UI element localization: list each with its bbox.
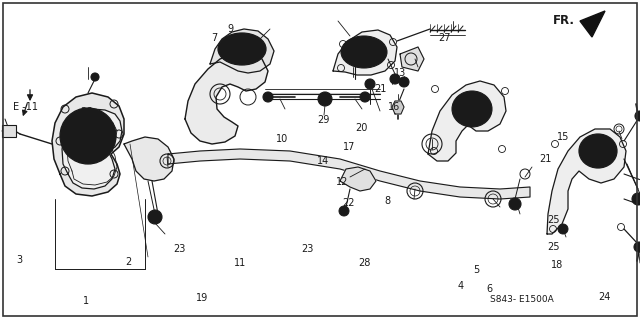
Circle shape xyxy=(60,108,116,164)
Circle shape xyxy=(390,74,400,84)
Polygon shape xyxy=(580,11,605,37)
Text: 7: 7 xyxy=(211,33,218,43)
Text: 9: 9 xyxy=(227,24,234,34)
Text: 20: 20 xyxy=(355,122,368,133)
Polygon shape xyxy=(52,93,124,196)
Text: 11: 11 xyxy=(234,258,246,268)
Circle shape xyxy=(82,130,94,142)
Text: S843- E1500A: S843- E1500A xyxy=(490,294,554,303)
Circle shape xyxy=(318,92,332,106)
Text: 12: 12 xyxy=(336,177,349,187)
Ellipse shape xyxy=(579,134,617,168)
Circle shape xyxy=(590,143,606,159)
Text: 17: 17 xyxy=(342,142,355,152)
Text: 5: 5 xyxy=(474,264,480,275)
Polygon shape xyxy=(185,52,268,144)
Circle shape xyxy=(148,210,162,224)
Polygon shape xyxy=(124,137,174,181)
Circle shape xyxy=(509,198,521,210)
Text: 15: 15 xyxy=(557,132,570,142)
Polygon shape xyxy=(333,30,397,75)
Text: 16: 16 xyxy=(387,102,400,112)
Polygon shape xyxy=(168,149,530,199)
Circle shape xyxy=(365,79,375,89)
Text: 29: 29 xyxy=(317,115,330,125)
Circle shape xyxy=(464,101,480,117)
Polygon shape xyxy=(400,47,424,71)
Text: 21: 21 xyxy=(540,154,552,165)
Circle shape xyxy=(634,242,640,252)
Polygon shape xyxy=(547,129,626,234)
Circle shape xyxy=(632,193,640,205)
Ellipse shape xyxy=(452,91,492,127)
Text: 19: 19 xyxy=(195,293,208,303)
Polygon shape xyxy=(340,167,376,191)
Text: 2: 2 xyxy=(125,256,131,267)
Polygon shape xyxy=(428,81,506,161)
Circle shape xyxy=(360,92,370,102)
Text: 8: 8 xyxy=(384,196,390,206)
Text: 10: 10 xyxy=(275,134,288,144)
Text: FR.: FR. xyxy=(553,14,575,27)
Text: 6: 6 xyxy=(486,284,493,294)
Circle shape xyxy=(635,111,640,121)
Text: 14: 14 xyxy=(317,156,330,166)
Circle shape xyxy=(558,224,568,234)
Polygon shape xyxy=(392,101,404,114)
Text: 4: 4 xyxy=(458,280,464,291)
Text: 18: 18 xyxy=(550,260,563,270)
Polygon shape xyxy=(62,109,122,189)
Text: 23: 23 xyxy=(173,244,186,254)
Text: 22: 22 xyxy=(342,197,355,208)
Circle shape xyxy=(263,92,273,102)
Text: 27: 27 xyxy=(438,33,451,43)
Polygon shape xyxy=(210,29,274,73)
Text: 25: 25 xyxy=(547,242,560,252)
Text: 1: 1 xyxy=(83,296,90,307)
Text: 21: 21 xyxy=(374,84,387,94)
Circle shape xyxy=(339,206,349,216)
Ellipse shape xyxy=(341,36,387,68)
Text: 23: 23 xyxy=(301,244,314,254)
Circle shape xyxy=(399,77,409,87)
Ellipse shape xyxy=(218,33,266,65)
Text: 24: 24 xyxy=(598,292,611,302)
Text: 3: 3 xyxy=(16,255,22,265)
Text: 28: 28 xyxy=(358,258,371,268)
Text: 13: 13 xyxy=(394,68,406,78)
FancyBboxPatch shape xyxy=(2,125,16,137)
Text: 25: 25 xyxy=(547,215,560,225)
Circle shape xyxy=(91,73,99,81)
Text: 26: 26 xyxy=(80,107,93,117)
Text: E -11: E -11 xyxy=(13,102,38,112)
